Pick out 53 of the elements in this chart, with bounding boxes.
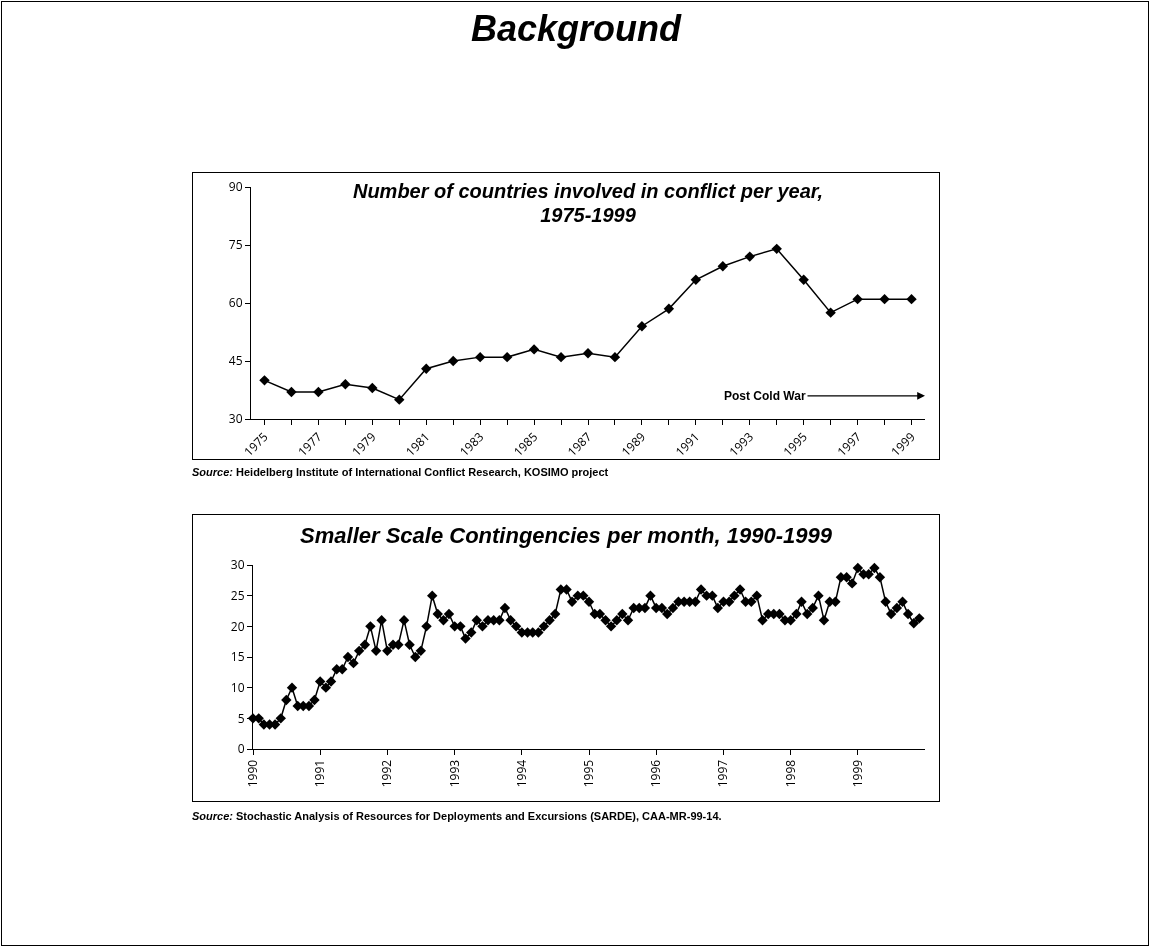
x-tick-label: 1998 [781,759,799,788]
chart-title: Number of countries involved in conflict per year, 1975-1999 [351,179,825,227]
y-tick-label: 10 [230,678,245,696]
point [421,363,432,374]
y-tick-label: 45 [228,352,243,370]
x-tick-label: 1999 [848,759,866,788]
point [501,351,513,363]
y-tick-label: 90 [228,178,243,196]
x-tick-label: 1992 [378,759,396,788]
y-tick-label: 60 [228,294,243,312]
point [367,382,378,394]
y-tick-label: 0 [237,740,245,758]
x-tick-label: 1991 [311,759,329,788]
y-tick-label: 5 [237,709,245,727]
point [879,293,890,305]
text: Background [470,8,683,50]
x-tick-label: 1990 [243,759,261,788]
point [286,386,297,398]
point [825,307,836,318]
y-tick-label: 15 [230,648,245,666]
point [340,379,351,390]
point [744,251,755,262]
point [798,274,809,285]
x-tick-label: 1994 [512,759,530,788]
y-tick-label: 25 [230,586,245,604]
y-tick-label: 20 [230,617,245,635]
source-note: Source: Heidelberg Institute of International Conflict Research, KOSIMO project [192,466,609,478]
point [313,386,324,398]
point [609,351,621,363]
point [448,355,459,367]
x-tick-label: 1997 [714,759,732,788]
point [555,351,567,363]
y-tick-label: 75 [228,236,243,254]
point [717,261,728,272]
point [528,344,540,355]
point [582,348,594,359]
point [771,243,782,255]
point [394,394,405,405]
point [663,303,675,314]
point [636,321,648,332]
x-tick-label: 1993 [445,759,463,788]
x-tick-label: 1996 [647,759,665,788]
annotation: Post Cold War [724,389,806,403]
chart-title: Smaller Scale Contingencies per month, 1990-1999 [299,523,833,550]
y-tick-label: 30 [230,556,245,574]
point [474,351,486,363]
point [259,375,270,386]
point [906,293,917,305]
point [852,293,863,305]
source-note: Source: Stochastic Analysis of Resources for Deployments and Excursions (SARDE), CAA-MR-99-14. [192,810,722,822]
y-tick-label: 30 [228,410,243,428]
x-tick-label: 1995 [579,759,597,788]
point [690,274,702,285]
